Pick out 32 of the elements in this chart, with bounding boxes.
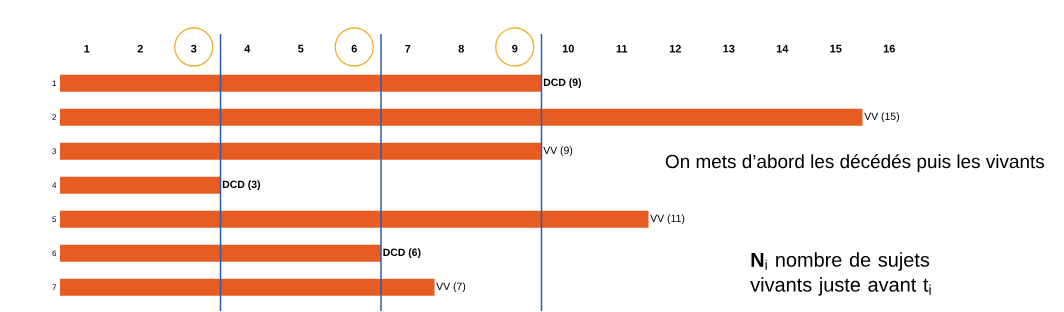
data-label: DCD (6) <box>383 248 421 259</box>
x-tick-label: 13 <box>723 44 735 53</box>
x-tick-label: 6 <box>351 44 357 53</box>
x-tick-label: 2 <box>137 44 143 53</box>
x-tick-label: 11 <box>616 44 628 53</box>
bar <box>60 210 649 228</box>
bar <box>60 244 381 262</box>
data-label: VV (11) <box>650 214 685 225</box>
data-label: VV (7) <box>436 282 466 293</box>
x-tick-label: 7 <box>405 44 411 53</box>
x-tick-label: 8 <box>458 44 464 53</box>
x-tick-label: 5 <box>298 44 304 53</box>
x-tick-label: 9 <box>512 44 518 53</box>
annotation: On mets d’abord les décédés puis les vivants <box>665 154 1045 172</box>
x-tick-label: 4 <box>244 44 251 53</box>
bar <box>60 142 542 160</box>
x-tick-label: 16 <box>883 44 895 53</box>
x-tick-label: 12 <box>669 44 681 53</box>
x-tick-label: 10 <box>562 44 574 53</box>
bar <box>60 278 435 296</box>
data-label: DCD (3) <box>222 180 261 191</box>
x-tick-label: 15 <box>830 44 842 53</box>
x-tick-label: 14 <box>776 44 789 53</box>
bar <box>60 74 542 92</box>
bar <box>60 108 863 126</box>
bar <box>60 176 221 194</box>
data-label: VV (9) <box>543 146 573 157</box>
data-label: DCD (9) <box>543 78 582 89</box>
annotation: N$_{i}$ nombre de sujets vivants juste avant t$_{i}$ <box>750 252 931 296</box>
x-tick-label: 1 <box>84 44 90 53</box>
x-tick-label: 3 <box>190 44 197 53</box>
data-label: VV (15) <box>864 112 899 123</box>
